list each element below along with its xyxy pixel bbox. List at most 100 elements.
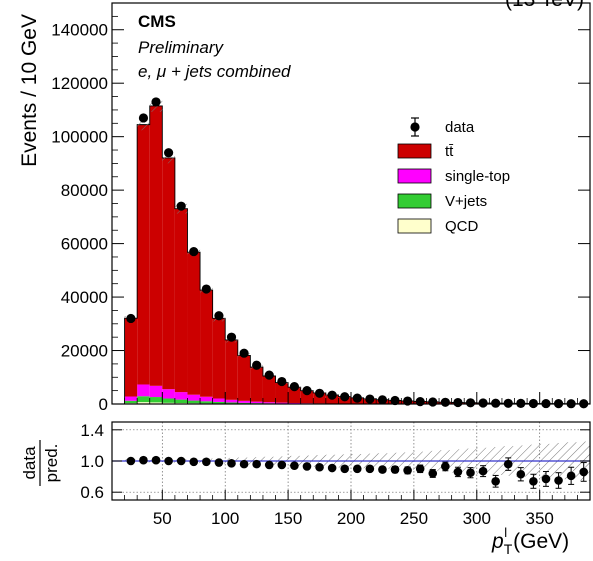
data-point-5 xyxy=(177,202,186,211)
legend-label-ttbar: tt̄ xyxy=(445,143,454,160)
data-point-4 xyxy=(164,148,173,157)
bar-vjets-7 xyxy=(200,401,213,403)
ratio-y-tick-label-0: 0.6 xyxy=(80,483,104,502)
x-tick-label-2: 150 xyxy=(274,509,302,528)
ratio-point-7 xyxy=(215,458,224,467)
data-point-3 xyxy=(151,97,160,106)
bar-tt-7 xyxy=(200,290,213,397)
ratio-point-15 xyxy=(315,463,324,472)
bar-vjets-1 xyxy=(125,401,138,403)
legend-data-marker xyxy=(410,122,419,131)
legend-label-qcd: QCD xyxy=(445,218,479,235)
bar-vjets-4 xyxy=(162,399,175,403)
bar-singletop-9 xyxy=(225,400,238,403)
ratio-ylabel-denominator: pred. xyxy=(42,444,61,483)
data-point-12 xyxy=(265,371,274,380)
ratio-point-36 xyxy=(579,468,588,477)
ratio-point-16 xyxy=(328,464,337,473)
ratio-point-4 xyxy=(177,457,186,466)
bar-singletop-5 xyxy=(175,392,188,399)
x-axis-label-sup: l xyxy=(504,525,507,540)
data-point-13 xyxy=(277,377,286,386)
data-point-26 xyxy=(441,398,450,407)
bar-tt-5 xyxy=(175,209,188,392)
data-point-16 xyxy=(315,389,324,398)
data-point-14 xyxy=(290,382,299,391)
legend-label-single-top: single-top xyxy=(445,168,510,185)
ratio-point-26 xyxy=(454,468,463,477)
data-point-8 xyxy=(214,311,223,320)
bar-singletop-4 xyxy=(162,389,175,398)
bar-tt-4 xyxy=(162,158,175,389)
bar-tt-12 xyxy=(263,376,276,402)
ratio-point-20 xyxy=(378,465,387,474)
ratio-point-32 xyxy=(529,477,538,486)
data-point-17 xyxy=(328,391,337,400)
bar-tt-9 xyxy=(225,340,238,400)
data-point-31 xyxy=(504,399,513,408)
bar-singletop-11 xyxy=(250,402,263,403)
upper-stack xyxy=(112,106,590,404)
ratio-point-13 xyxy=(290,461,299,470)
channel-label: e, μ + jets combined xyxy=(138,62,291,81)
ratio-point-2 xyxy=(152,456,161,465)
ratio-point-25 xyxy=(441,462,450,471)
data-point-25 xyxy=(428,397,437,406)
legend-label-data: data xyxy=(445,119,475,136)
ratio-point-29 xyxy=(491,477,500,486)
x-axis-label: pTl (GeV) xyxy=(491,525,569,556)
y-tick-label-7: 140000 xyxy=(51,21,108,40)
data-point-7 xyxy=(202,284,211,293)
y-axis-label: Events / 10 GeV xyxy=(18,14,41,167)
legend-swatch-single-top xyxy=(398,169,431,183)
legend: data tt̄ single-top V+jets QCD xyxy=(398,118,510,235)
bar-singletop-6 xyxy=(187,395,200,401)
bar-vjets-5 xyxy=(175,400,188,403)
ratio-point-35 xyxy=(567,472,576,481)
ratio-point-30 xyxy=(504,460,513,469)
ratio-y-axis-label: data pred. xyxy=(20,440,61,486)
ratio-point-0 xyxy=(127,457,136,466)
data-point-29 xyxy=(478,398,487,407)
data-point-10 xyxy=(239,349,248,358)
legend-label-vjets: V+jets xyxy=(445,193,487,210)
x-axis-label-p: p xyxy=(491,530,504,553)
y-tick-label-6: 120000 xyxy=(51,74,108,93)
ratio-point-12 xyxy=(278,461,287,470)
ratio-point-11 xyxy=(265,461,274,470)
legend-swatch-vjets xyxy=(398,194,431,208)
bar-singletop-13 xyxy=(276,403,289,404)
ratio-point-31 xyxy=(517,470,526,479)
x-axis-label-sub: T xyxy=(504,541,513,556)
bar-vjets-8 xyxy=(213,402,226,404)
ratio-point-5 xyxy=(189,457,198,466)
ratio-point-24 xyxy=(428,469,437,478)
bar-singletop-2 xyxy=(137,384,150,396)
legend-swatch-ttbar xyxy=(398,144,431,158)
data-point-32 xyxy=(516,399,525,408)
ratio-y-tick-label-2: 1.4 xyxy=(80,421,104,440)
bar-singletop-7 xyxy=(200,397,213,402)
y-tick-label-0: 0 xyxy=(99,395,108,414)
bar-tt-3 xyxy=(150,106,163,386)
bar-tt-8 xyxy=(213,318,226,398)
x-tick-label-6: 350 xyxy=(525,509,553,528)
bar-singletop-8 xyxy=(213,398,226,401)
data-point-2 xyxy=(139,113,148,122)
data-point-18 xyxy=(340,392,349,401)
ratio-point-33 xyxy=(542,475,551,484)
bar-tt-2 xyxy=(137,125,150,385)
y-tick-label-1: 20000 xyxy=(61,342,108,361)
ratio-ylabel-numerator: data xyxy=(20,446,39,480)
bar-vjets-6 xyxy=(187,401,200,404)
ratio-point-22 xyxy=(403,466,412,475)
x-axis-label-unit: (GeV) xyxy=(513,530,569,553)
bar-tt-11 xyxy=(250,367,263,401)
energy-label: (13 TeV) xyxy=(505,0,584,11)
data-point-1 xyxy=(126,314,135,323)
ratio-point-18 xyxy=(353,465,362,474)
bar-singletop-10 xyxy=(238,401,251,403)
data-point-19 xyxy=(353,394,362,403)
ratio-point-1 xyxy=(139,456,148,465)
